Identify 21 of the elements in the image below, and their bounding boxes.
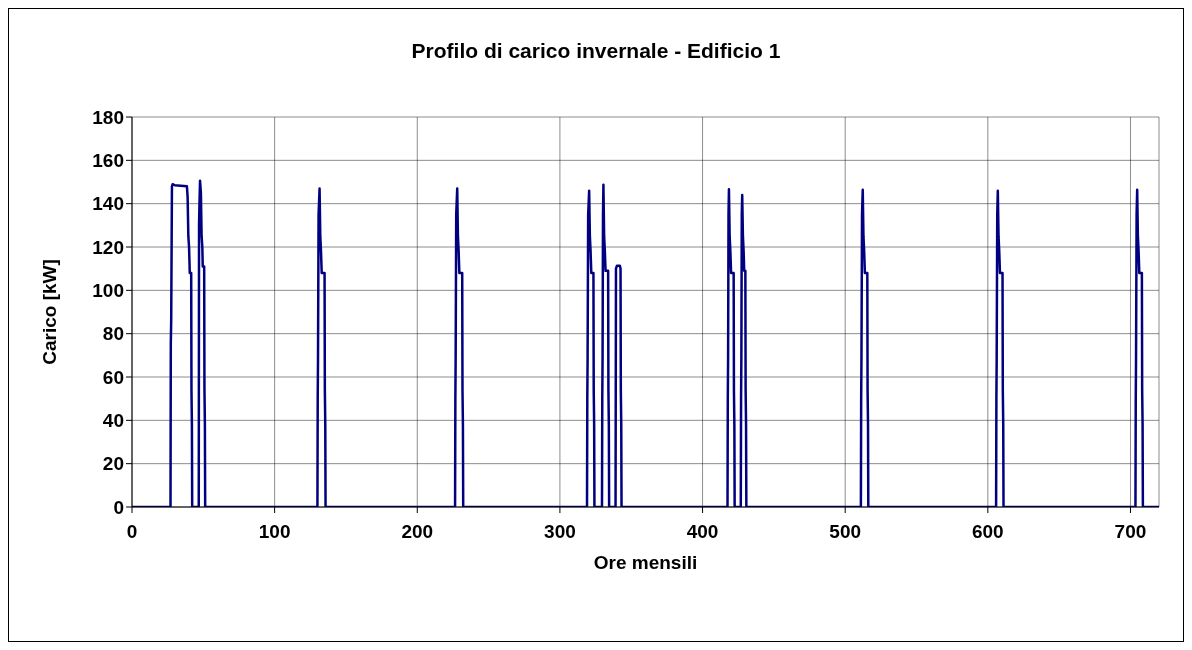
x-tick-label: 500 xyxy=(829,521,862,543)
y-tick-label: 60 xyxy=(102,366,124,388)
x-tick-label: 400 xyxy=(686,521,719,543)
y-tick-label: 80 xyxy=(102,323,124,345)
y-tick-label: 160 xyxy=(92,150,124,172)
x-tick-label: 0 xyxy=(126,521,138,543)
chart-title: Profilo di carico invernale - Edificio 1 xyxy=(410,39,782,63)
y-axis-title: Carico [kW] xyxy=(38,259,60,365)
y-tick-label: 100 xyxy=(92,280,124,302)
y-tick-label: 120 xyxy=(92,236,124,258)
x-axis-title: Ore mensili xyxy=(593,552,698,573)
y-tick-label: 20 xyxy=(102,453,124,475)
x-tick-label: 200 xyxy=(401,521,434,543)
x-tick-label: 600 xyxy=(971,521,1004,543)
x-tick-label: 300 xyxy=(544,521,576,543)
x-tick-label: 700 xyxy=(1114,521,1147,543)
y-tick-label: 40 xyxy=(102,410,124,432)
y-tick-label: 180 xyxy=(92,106,124,128)
y-tick-label: 140 xyxy=(92,193,124,215)
x-tick-label: 100 xyxy=(258,521,291,543)
y-tick-label: 0 xyxy=(113,496,124,518)
